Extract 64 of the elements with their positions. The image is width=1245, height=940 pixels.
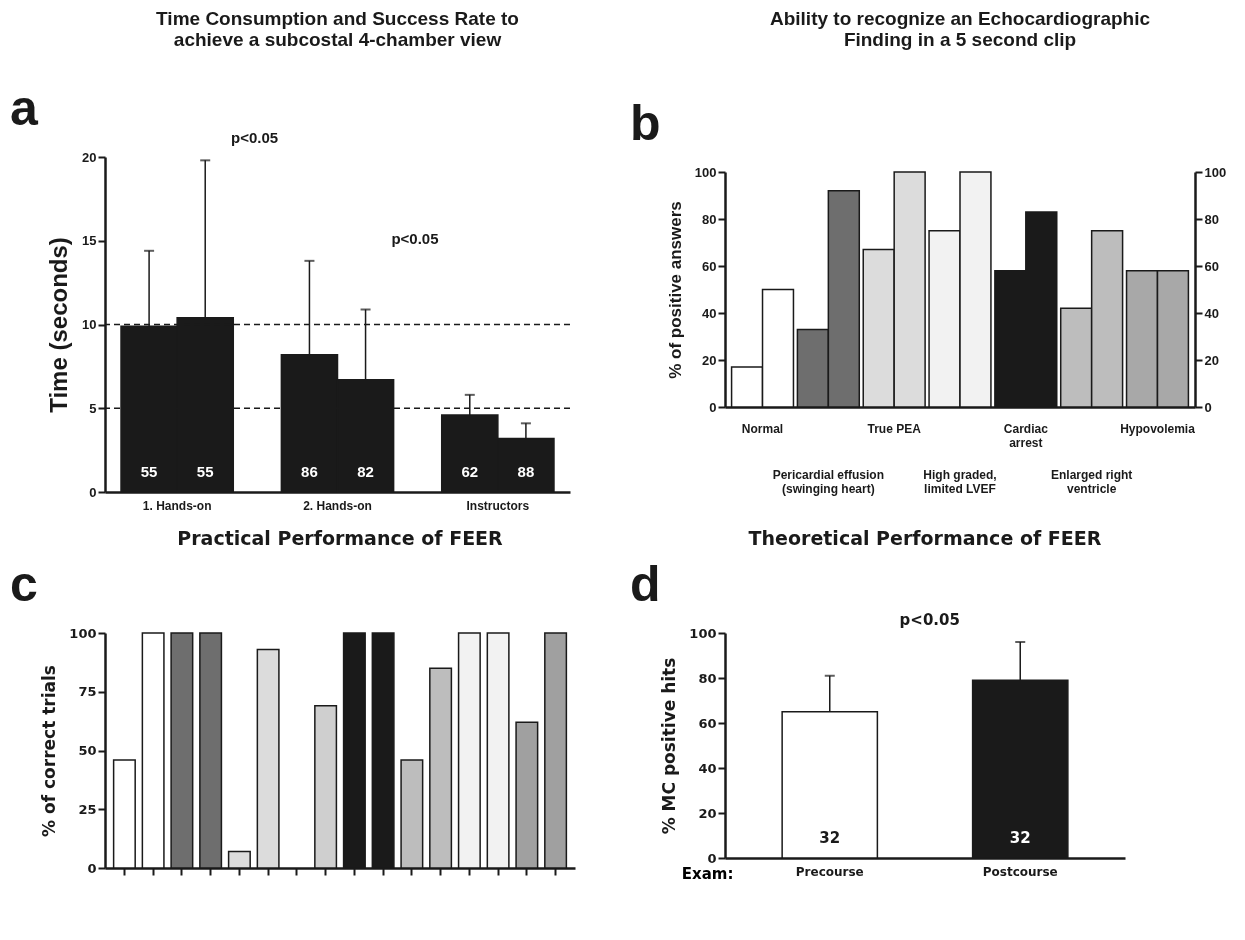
- y2-tick-label: 80: [1204, 211, 1219, 227]
- chart-title: Practical Performance of FEER: [177, 527, 504, 549]
- y-tick-label: 60: [702, 258, 717, 274]
- text: p<0.05: [899, 611, 960, 629]
- y-tick-label: 75: [78, 684, 97, 700]
- x-tick-label: Enlarged right ventricle: [1050, 467, 1133, 496]
- text: p<0.05: [231, 129, 279, 147]
- y-tick-label: 20: [698, 805, 717, 821]
- y-tick-label: 0: [89, 484, 97, 500]
- y-tick-label: 100: [69, 625, 97, 641]
- x-axis-title: Exam:: [681, 864, 734, 883]
- x-tick-label: Instructors: [466, 498, 530, 513]
- y-tick-label: 0: [707, 850, 717, 866]
- y-tick-label: 80: [698, 670, 717, 686]
- x-tick-label: 1. Hands-on: [142, 498, 212, 513]
- y-axis-title: % of correct trials: [39, 665, 60, 837]
- y-tick-label: 15: [82, 233, 97, 249]
- chart-title: Theoretical Performance of FEER: [748, 527, 1102, 549]
- y-tick-label: 40: [702, 305, 717, 321]
- y-axis-title: % of positive answers: [665, 201, 685, 379]
- y-axis-title: Time (seconds): [45, 237, 73, 413]
- y-tick-label: 0: [87, 860, 97, 876]
- annotation: 86: [301, 463, 318, 480]
- text: c: [10, 556, 38, 612]
- y-tick-label: 10: [82, 317, 97, 332]
- annotation: 32: [819, 829, 841, 847]
- y-tick-label: 40: [698, 760, 717, 776]
- text: a: [10, 80, 39, 136]
- y-tick-label: 20: [702, 352, 717, 368]
- x-tick-label: Cardiac arrest: [1003, 421, 1049, 450]
- annotation: 82: [357, 463, 374, 480]
- annotation: 88: [517, 463, 535, 480]
- chart-title: Time Consumption and Success Rate to achieve a subcostal 4-chamber view: [156, 8, 519, 50]
- annotation: 62: [461, 463, 479, 480]
- y-tick-label: 60: [698, 715, 717, 731]
- y-tick-label: 5: [89, 400, 97, 416]
- text: d: [630, 556, 661, 612]
- x-tick-label: High graded, limited LVEF: [923, 467, 997, 496]
- y-tick-label: 20: [82, 149, 97, 165]
- y-tick-label: 100: [694, 164, 717, 180]
- y-axis-title: % MC positive hits: [659, 657, 680, 835]
- y2-tick-label: 60: [1204, 258, 1219, 274]
- x-tick-label: True PEA: [867, 421, 922, 436]
- y2-tick-label: 0: [1204, 399, 1212, 415]
- y-tick-label: 0: [709, 399, 717, 415]
- x-tick-label: Hypovolemia: [1120, 421, 1196, 436]
- annotation: p<0.05: [391, 229, 439, 247]
- x-tick-label: 2. Hands-on: [303, 498, 372, 513]
- annotation: 32: [1009, 829, 1031, 847]
- x-tick-label: Postcourse: [982, 864, 1058, 879]
- annotation: 55: [196, 463, 214, 480]
- chart-title: Ability to recognize an Echocardiographic Finding in a 5 second clip: [769, 8, 1151, 50]
- y-tick-label: 80: [702, 211, 717, 227]
- x-tick-label: Precourse: [795, 864, 864, 879]
- y-tick-label: 50: [78, 743, 97, 758]
- y2-tick-label: 100: [1204, 164, 1227, 180]
- y2-tick-label: 20: [1204, 352, 1219, 368]
- y2-tick-label: 40: [1204, 305, 1219, 321]
- y-tick-label: 100: [689, 625, 717, 641]
- annotation: 55: [140, 463, 158, 480]
- text: b: [630, 95, 661, 151]
- y-tick-label: 25: [78, 801, 97, 817]
- x-tick-label: Normal: [741, 421, 784, 436]
- x-tick-label: Pericardial effusion (swinging heart): [772, 467, 885, 496]
